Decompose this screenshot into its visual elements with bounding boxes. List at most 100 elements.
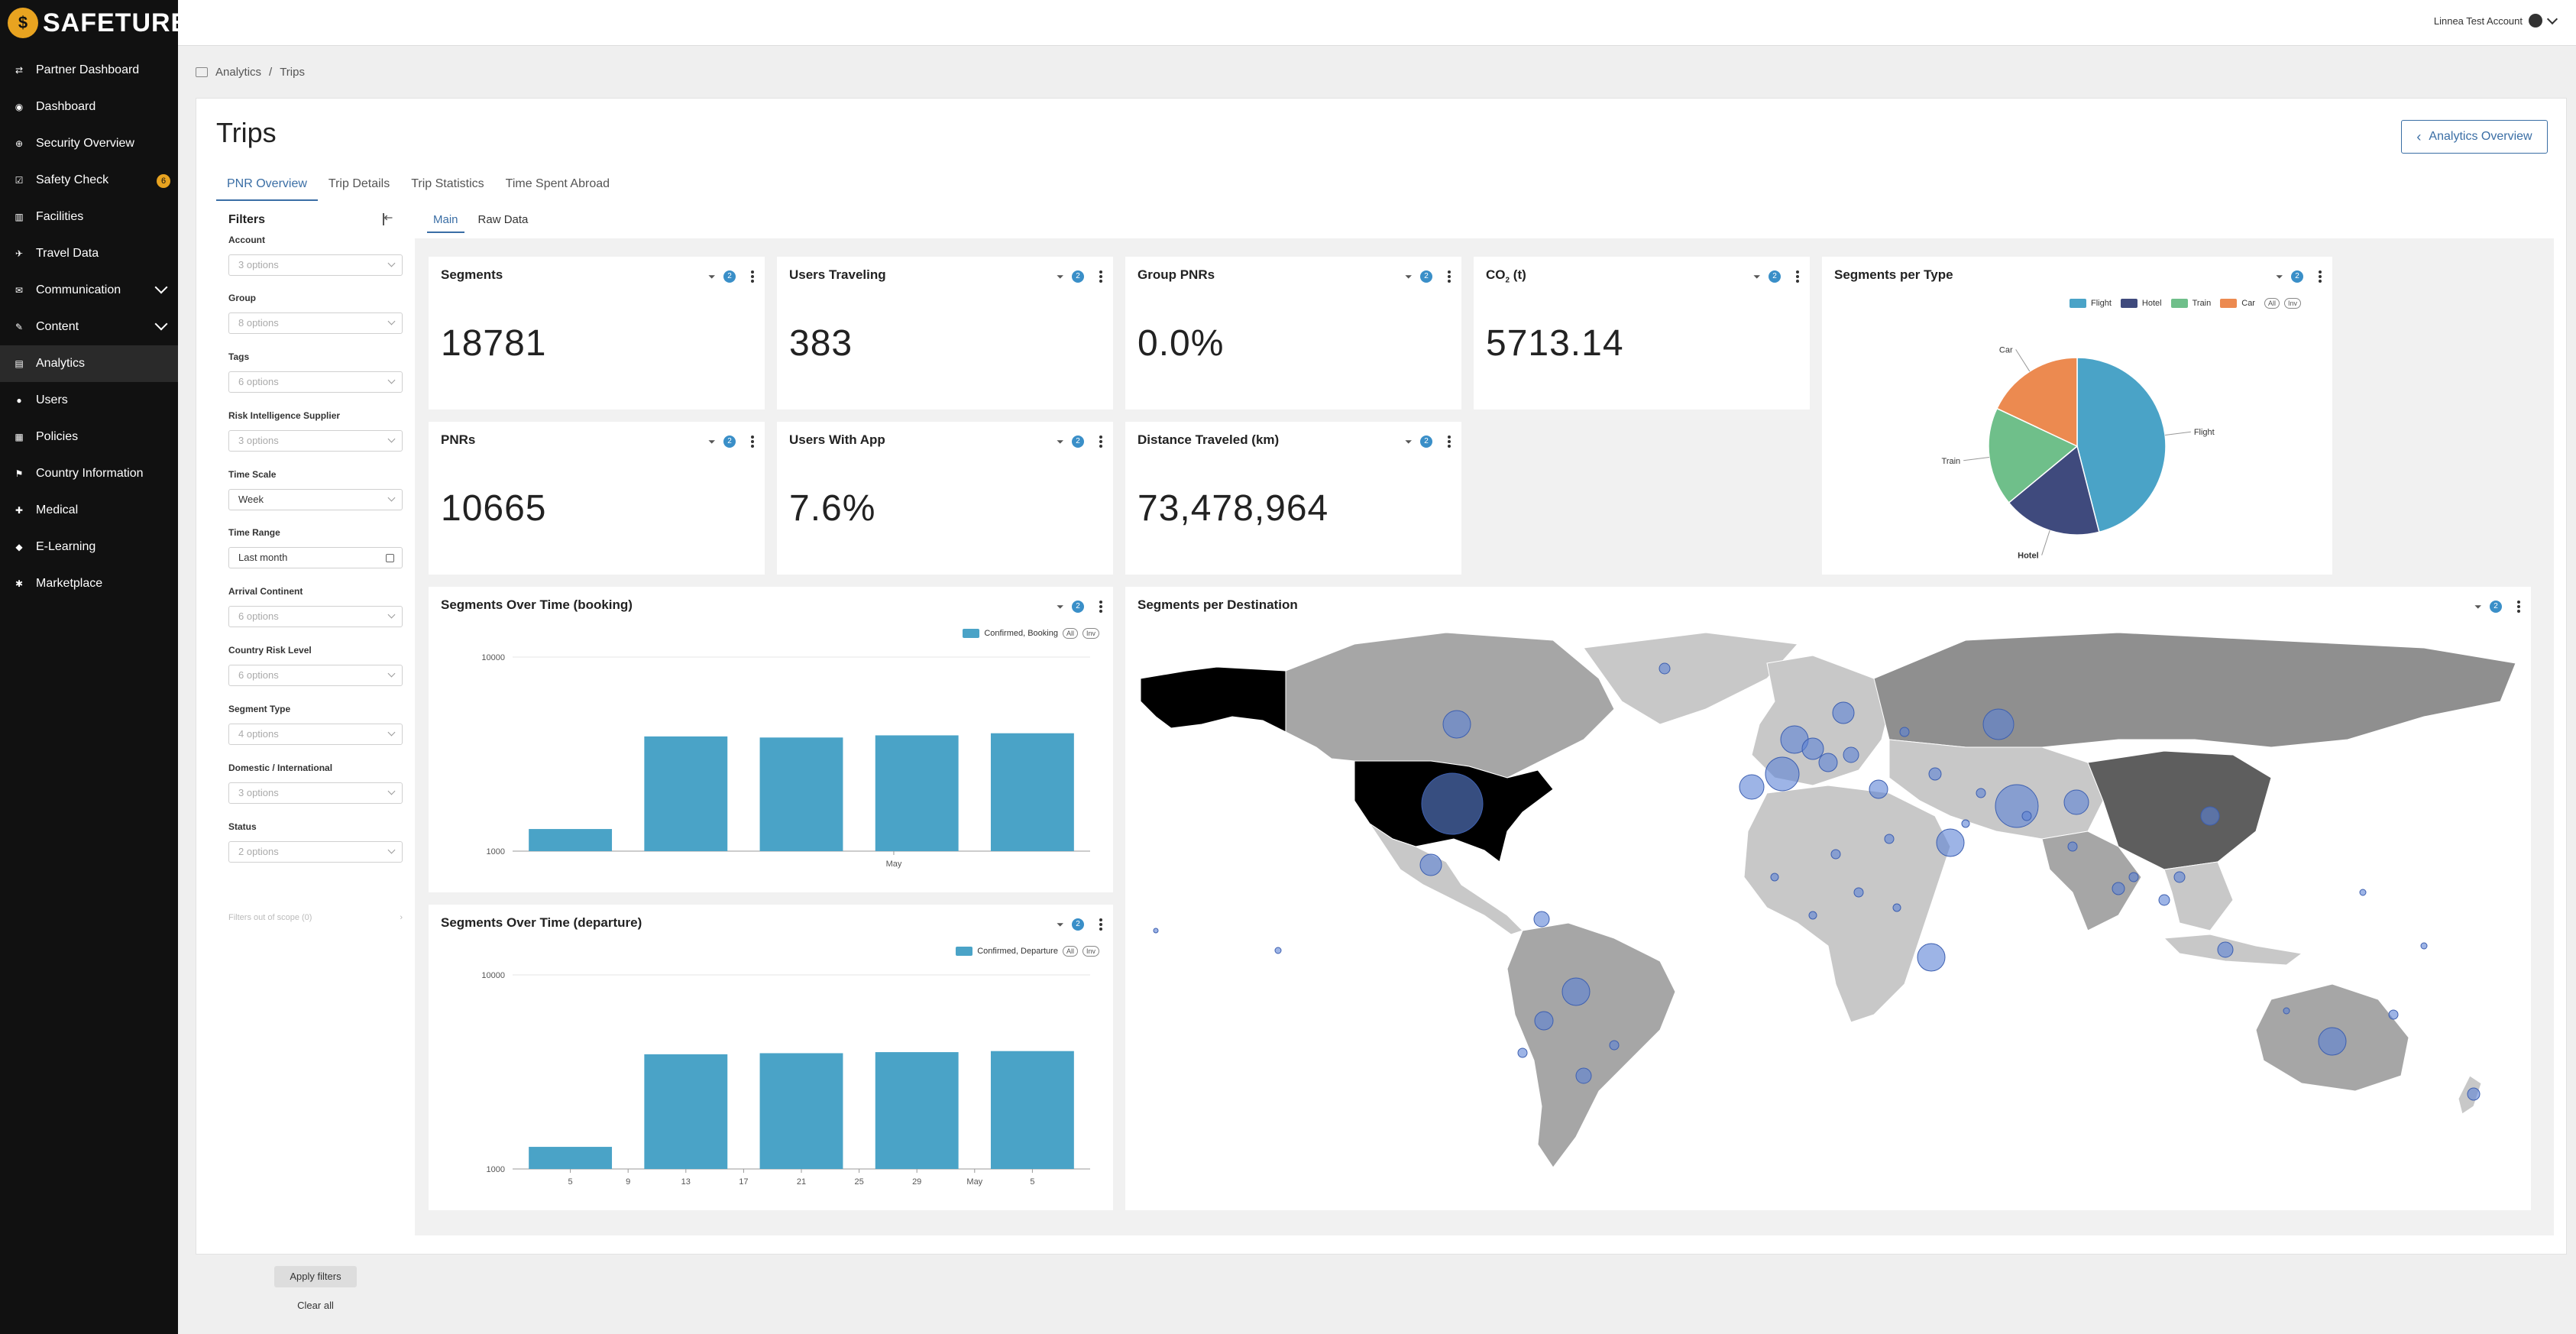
legend-label[interactable]: Car (2241, 299, 2255, 308)
world-map[interactable] (1125, 587, 2531, 1210)
bar[interactable] (875, 735, 959, 851)
sidebar-item-partner-dashboard[interactable]: ⇄ Partner Dashboard (0, 52, 178, 89)
destination-bubble[interactable] (1843, 746, 1859, 763)
sidebar-item-e-learning[interactable]: ◆ E-Learning (0, 529, 178, 565)
map-region[interactable] (1506, 922, 1676, 1168)
analytics-overview-button[interactable]: ‹ Analytics Overview (2401, 120, 2548, 154)
filter-select[interactable]: 6 options (228, 665, 403, 686)
tab-trip-statistics[interactable]: Trip Statistics (411, 177, 484, 190)
more-menu-icon[interactable] (2319, 270, 2322, 283)
map-region[interactable] (1140, 666, 1286, 733)
filter-select[interactable]: 6 options (228, 606, 403, 627)
legend-label[interactable]: Train (2192, 299, 2212, 308)
bar[interactable] (759, 1053, 843, 1169)
more-menu-icon[interactable] (1099, 435, 1102, 448)
filter-select[interactable]: Week (228, 489, 403, 510)
filter-icon[interactable]: ⏷ (2474, 601, 2482, 612)
destination-bubble[interactable] (1830, 849, 1841, 860)
destination-bubble[interactable] (2128, 872, 2139, 882)
bar[interactable] (529, 829, 613, 851)
destination-bubble[interactable] (1561, 977, 1591, 1006)
sidebar-item-travel-data[interactable]: ✈ Travel Data (0, 235, 178, 272)
destination-bubble[interactable] (1609, 1040, 1620, 1051)
destination-bubble[interactable] (2318, 1027, 2347, 1056)
more-menu-icon[interactable] (751, 270, 754, 283)
filter-icon[interactable]: ⏷ (1405, 271, 1413, 282)
destination-bubble[interactable] (1936, 828, 1965, 857)
destination-bubble[interactable] (1832, 701, 1855, 724)
destination-bubble[interactable] (2283, 1007, 2290, 1015)
map-region[interactable] (2041, 831, 2142, 931)
destination-bubble[interactable] (1818, 753, 1838, 772)
map-region[interactable] (1743, 785, 1951, 1023)
date-range-input[interactable]: Last month (228, 547, 403, 568)
map-region[interactable] (2087, 750, 2272, 870)
chevron-down-icon[interactable] (154, 317, 168, 331)
bar[interactable] (644, 1054, 728, 1169)
filter-icon[interactable]: ⏷ (2276, 271, 2283, 282)
sidebar-item-safety-check[interactable]: ☑ Safety Check 6 (0, 162, 178, 199)
sidebar-item-security-overview[interactable]: ⊕ Security Overview (0, 125, 178, 162)
destination-bubble[interactable] (2173, 871, 2186, 883)
legend-all-button[interactable]: All (1062, 628, 1078, 639)
legend-invert-button[interactable]: Inv (1082, 628, 1099, 639)
filter-icon[interactable]: ⏷ (1405, 436, 1413, 447)
bar[interactable] (990, 733, 1074, 851)
filter-icon[interactable]: ⏷ (1057, 919, 1064, 930)
destination-bubble[interactable] (2217, 941, 2234, 958)
destination-bubble[interactable] (1274, 947, 1282, 954)
more-menu-icon[interactable] (1099, 918, 1102, 931)
legend-label[interactable]: Hotel (2141, 299, 2162, 308)
more-menu-icon[interactable] (1099, 601, 1102, 613)
destination-bubble[interactable] (1421, 772, 1484, 835)
destination-bubble[interactable] (1739, 774, 1765, 800)
destination-bubble[interactable] (1770, 873, 1779, 882)
destination-bubble[interactable] (1419, 853, 1442, 876)
more-menu-icon[interactable] (1099, 270, 1102, 283)
filter-icon[interactable]: ⏷ (1057, 271, 1064, 282)
destination-bubble[interactable] (2067, 841, 2078, 852)
pie-slice-hotel[interactable] (2008, 445, 2100, 536)
more-menu-icon[interactable] (1448, 435, 1451, 448)
destination-bubble[interactable] (1765, 756, 1800, 792)
destination-bubble[interactable] (2112, 882, 2125, 895)
filter-select[interactable]: 2 options (228, 841, 403, 863)
filter-icon[interactable]: ⏷ (708, 436, 716, 447)
destination-bubble[interactable] (1801, 737, 1824, 760)
sidebar-item-medical[interactable]: ✚ Medical (0, 492, 178, 529)
tab-pnr-overview[interactable]: PNR Overview (216, 170, 318, 201)
destination-bubble[interactable] (1884, 834, 1895, 844)
destination-bubble[interactable] (1928, 767, 1942, 781)
destination-bubble[interactable] (1153, 928, 1159, 934)
subtab-main[interactable]: Main (427, 209, 464, 233)
destination-bubble[interactable] (1917, 943, 1946, 972)
destination-bubble[interactable] (1575, 1067, 1592, 1084)
safeture-logo[interactable]: $ SAFETURE (8, 5, 189, 41)
legend-all-button[interactable]: All (1062, 946, 1078, 957)
legend-invert-button[interactable]: Inv (1082, 946, 1099, 957)
destination-bubble[interactable] (1899, 727, 1910, 737)
breadcrumb-parent[interactable]: Analytics (215, 66, 262, 79)
filter-select[interactable]: 3 options (228, 254, 403, 276)
subtab-raw-data[interactable]: Raw Data (477, 213, 529, 226)
pie-slice-car[interactable] (1996, 357, 2078, 448)
bar[interactable] (759, 737, 843, 851)
sidebar-item-dashboard[interactable]: ◉ Dashboard (0, 89, 178, 125)
bar[interactable] (875, 1052, 959, 1169)
filters-out-of-scope[interactable]: › Filters out of scope (0) (228, 913, 403, 922)
destination-bubble[interactable] (1995, 784, 2039, 828)
destination-bubble[interactable] (1982, 708, 2015, 740)
apply-filters-button[interactable]: Apply filters (274, 1266, 357, 1287)
destination-bubble[interactable] (1892, 903, 1901, 912)
more-menu-icon[interactable] (1796, 270, 1799, 283)
map-region[interactable] (1369, 823, 1523, 935)
filter-select[interactable]: 6 options (228, 371, 403, 393)
destination-bubble[interactable] (2063, 789, 2089, 815)
map-region[interactable] (1873, 632, 2516, 748)
sidebar-item-users[interactable]: ● Users (0, 382, 178, 419)
bar[interactable] (644, 736, 728, 851)
map-region[interactable] (1583, 632, 1799, 725)
filter-select[interactable]: 4 options (228, 724, 403, 745)
destination-bubble[interactable] (2158, 894, 2170, 906)
filter-icon[interactable]: ⏷ (1753, 271, 1761, 282)
